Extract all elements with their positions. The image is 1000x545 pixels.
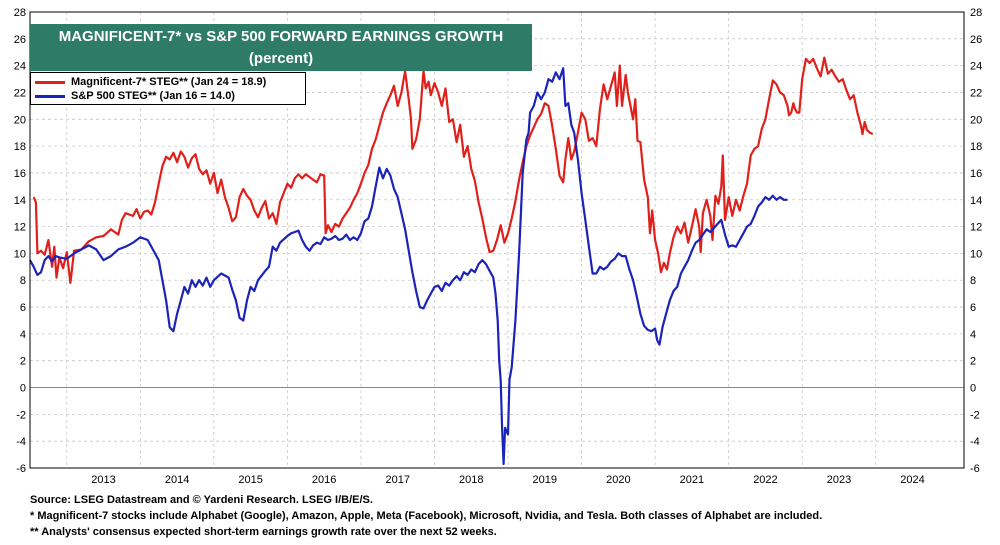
y-tick-label-right: 18 — [970, 141, 982, 153]
y-tick-label-left: 20 — [14, 114, 26, 126]
x-tick-label: 2023 — [827, 474, 851, 486]
footer-notes: Source: LSEG Datastream and © Yardeni Re… — [30, 492, 990, 540]
legend-swatch-red — [35, 80, 65, 84]
y-tick-label-right: -6 — [970, 463, 980, 475]
x-tick-label: 2016 — [312, 474, 336, 486]
legend: Magnificent-7* STEG** (Jan 24 = 18.9) S&… — [30, 72, 306, 105]
y-tick-label-left: 18 — [14, 141, 26, 153]
source-note: Source: LSEG Datastream and © Yardeni Re… — [30, 494, 373, 506]
x-tick-label: 2013 — [91, 474, 115, 486]
x-tick-label: 2017 — [385, 474, 409, 486]
y-tick-label-right: 0 — [970, 383, 976, 395]
y-tick-label-left: 8 — [20, 275, 26, 287]
x-tick-label: 2021 — [680, 474, 704, 486]
y-tick-label-left: 24 — [14, 61, 26, 73]
x-axis-ticks: 2013 2014 2015 2016 2017 2018 2019 2020 2021 2022… — [91, 474, 924, 486]
y-tick-label-left: -4 — [16, 436, 26, 448]
series-line-sp500 — [29, 67, 788, 466]
y-tick-label-right: 14 — [970, 195, 982, 207]
y-tick-label-left: 4 — [20, 329, 26, 341]
chart-subtitle: (percent) — [248, 50, 314, 67]
legend-label-sp500: S&P 500 STEG** (Jan 16 = 14.0) — [71, 90, 235, 102]
x-tick-label: 2014 — [165, 474, 189, 486]
chart-title: MAGNIFICENT-7* vs S&P 500 FORWARD EARNIN… — [58, 28, 504, 45]
y-tick-label-left: 12 — [14, 222, 26, 234]
y-tick-label-left: 2 — [20, 356, 26, 368]
y-tick-label-right: -4 — [970, 436, 980, 448]
y-tick-label-right: 12 — [970, 222, 982, 234]
y-tick-label-right: 8 — [970, 275, 976, 287]
x-tick-label: 2024 — [900, 474, 924, 486]
grid-lines — [30, 12, 964, 469]
legend-swatch-blue — [35, 94, 65, 98]
y-tick-label-left: 28 — [14, 7, 26, 19]
x-tick-label: 2022 — [753, 474, 777, 486]
legend-item-sp500: S&P 500 STEG** (Jan 16 = 14.0) — [35, 89, 235, 103]
y-tick-label-left: 16 — [14, 168, 26, 180]
y-tick-label-left: 22 — [14, 87, 26, 99]
footnote-steg: ** Analysts' consensus expected short-te… — [30, 526, 497, 538]
x-tick-label: 2015 — [238, 474, 262, 486]
footnote-mag7: * Magnificent-7 stocks include Alphabet … — [30, 510, 823, 522]
plot-frame — [29, 11, 965, 469]
y-tick-label-left: 0 — [20, 383, 26, 395]
y-tick-label-right: -2 — [970, 409, 980, 421]
y-tick-label-right: 2 — [970, 356, 976, 368]
y-tick-label-left: 6 — [20, 302, 26, 314]
y-tick-label-right: 22 — [970, 87, 982, 99]
y-tick-label-right: 20 — [970, 114, 982, 126]
chart-title-box: MAGNIFICENT-7* vs S&P 500 FORWARD EARNIN… — [30, 24, 532, 71]
y-tick-label-right: 28 — [970, 7, 982, 19]
y-tick-label-right: 10 — [970, 248, 982, 260]
x-tick-label: 2018 — [459, 474, 483, 486]
y-tick-label-left: 26 — [14, 34, 26, 46]
y-tick-label-right: 24 — [970, 61, 982, 73]
y-tick-label-left: 10 — [14, 248, 26, 260]
y-tick-label-right: 4 — [970, 329, 976, 341]
y-tick-label-left: -6 — [16, 463, 26, 475]
y-tick-label-right: 26 — [970, 34, 982, 46]
y-tick-label-right: 6 — [970, 302, 976, 314]
y-tick-label-right: 16 — [970, 168, 982, 180]
legend-item-mag7: Magnificent-7* STEG** (Jan 24 = 18.9) — [35, 75, 266, 89]
series-line-magnificent-7 — [32, 56, 874, 284]
y-tick-label-left: 14 — [14, 195, 26, 207]
series-layer — [29, 56, 874, 466]
y-tick-label-left: -2 — [16, 409, 26, 421]
x-tick-label: 2020 — [606, 474, 630, 486]
legend-label-mag7: Magnificent-7* STEG** (Jan 24 = 18.9) — [71, 76, 267, 88]
x-tick-label: 2019 — [533, 474, 557, 486]
